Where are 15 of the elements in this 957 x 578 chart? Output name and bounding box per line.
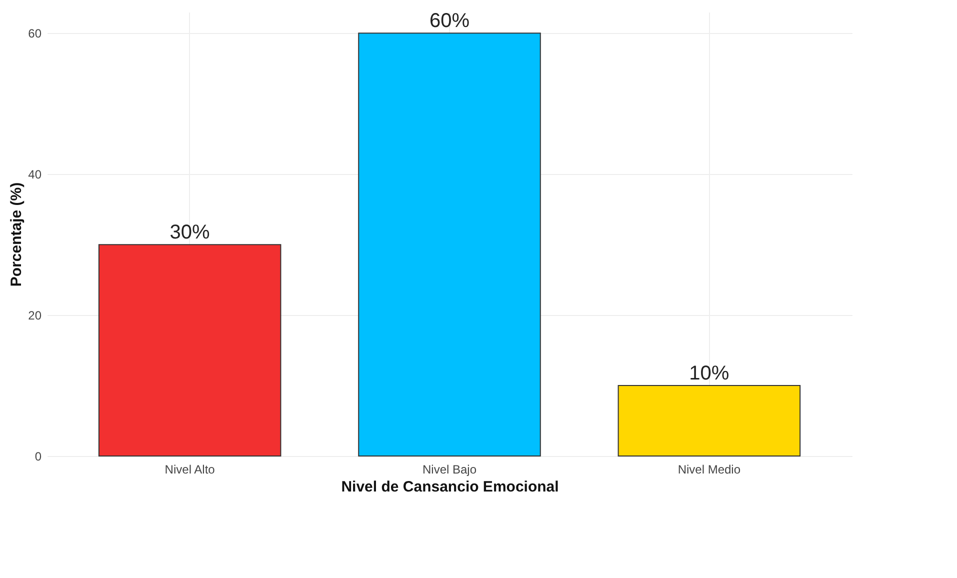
y-tick-label: 0 xyxy=(34,450,42,464)
bar xyxy=(618,385,801,456)
x-tick-label: Nivel Bajo xyxy=(422,462,477,476)
x-tick-label: Nivel Alto xyxy=(164,462,216,476)
y-axis-title: Porcentaje (%) xyxy=(8,182,26,287)
data-label: 10% xyxy=(689,362,730,385)
y-tick-label: 60 xyxy=(28,26,42,41)
bar xyxy=(358,32,541,456)
x-tick-label: Nivel Medio xyxy=(678,462,741,476)
y-tick-label: 40 xyxy=(28,168,42,182)
y-tick-label: 20 xyxy=(28,308,42,323)
data-label: 60% xyxy=(429,10,470,32)
bar xyxy=(98,244,282,456)
data-label: 30% xyxy=(170,222,210,244)
x-axis-title: Nivel de Cansancio Emocional xyxy=(341,478,559,496)
